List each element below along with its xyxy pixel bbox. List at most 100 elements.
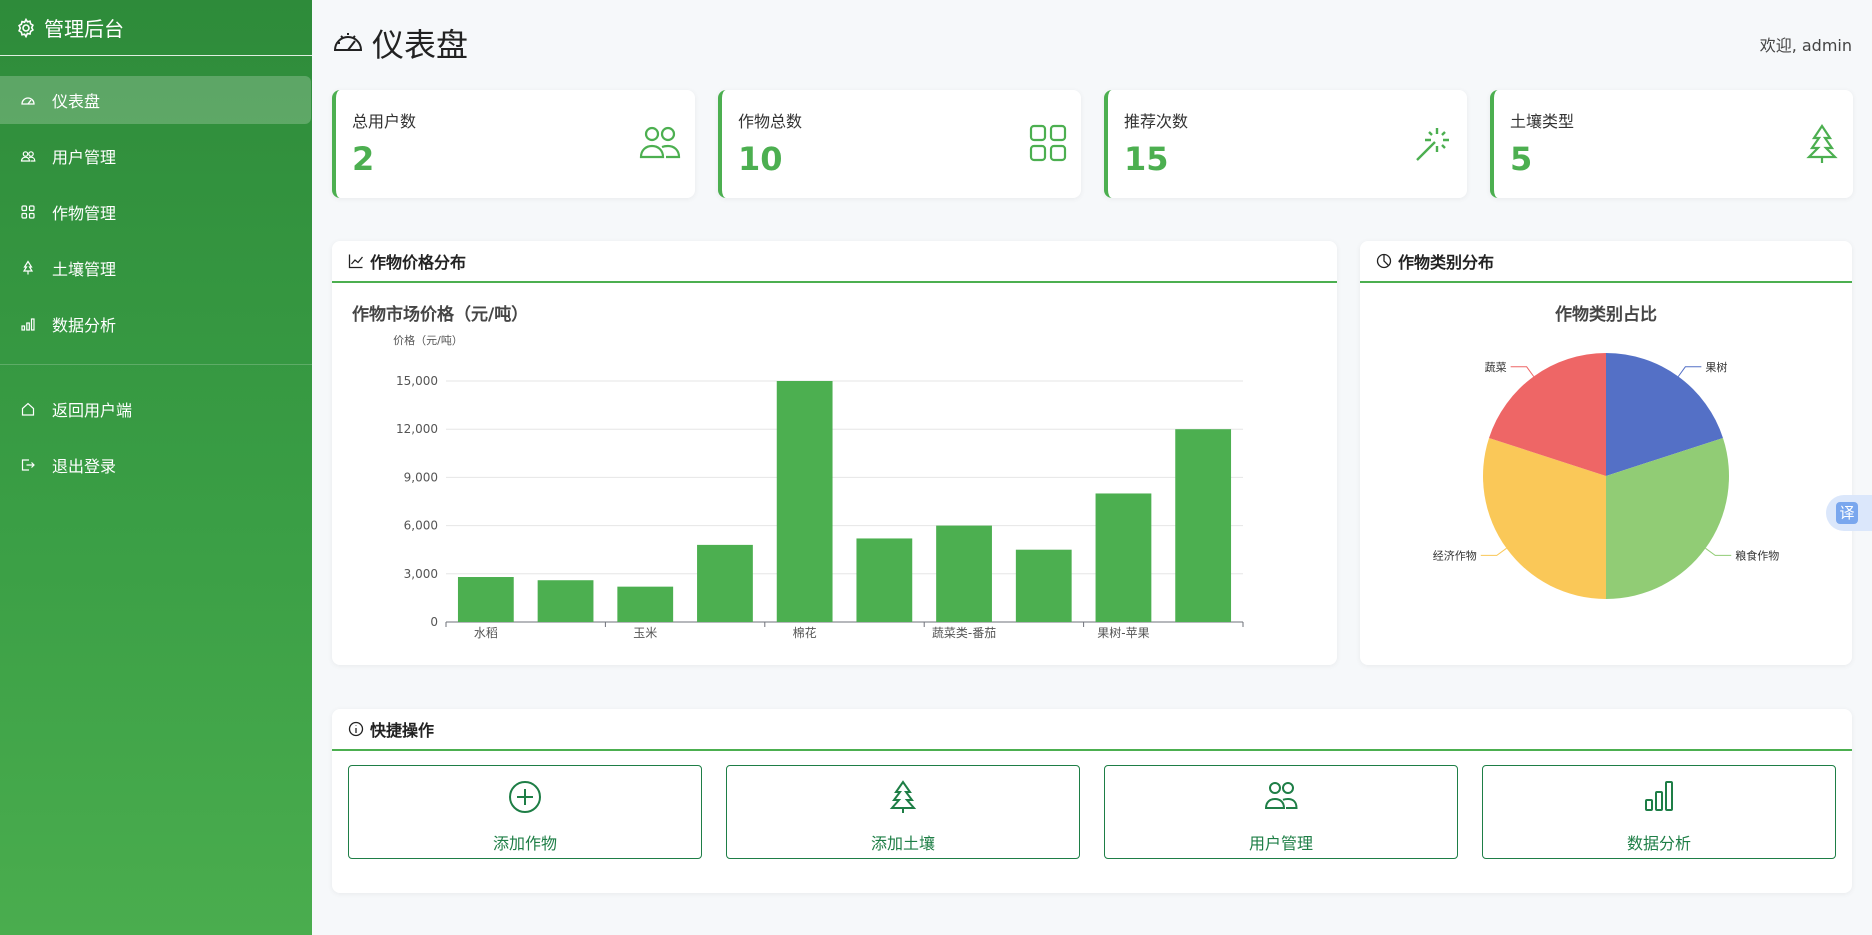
translate-button[interactable]: 译 bbox=[1826, 495, 1872, 531]
chart-title: 作物类别占比 bbox=[1555, 304, 1657, 325]
bar bbox=[537, 580, 594, 622]
stat-value: 5 bbox=[1510, 140, 1533, 178]
panel-title: 作物价格分布 bbox=[370, 253, 467, 272]
pie-label: 粮食作物 bbox=[1735, 548, 1779, 562]
bar bbox=[856, 538, 913, 622]
page-header: 仪表盘 bbox=[332, 20, 468, 66]
bar-chart: 作物市场价格（元/吨） 价格（元/吨） 0 3,000 6,000 9,000 12,000… bbox=[352, 304, 1244, 640]
y-tick-label: 6,000 bbox=[404, 519, 438, 533]
chart-title: 作物市场价格（元/吨） bbox=[352, 304, 528, 325]
x-tick-label: 蔬菜类-番茄 bbox=[932, 626, 996, 640]
sidebar-item-users[interactable]: 用户管理 bbox=[0, 132, 312, 180]
y-tick-label: 15,000 bbox=[396, 374, 438, 388]
page-title: 仪表盘 bbox=[372, 26, 469, 64]
pie-slice bbox=[1483, 437, 1606, 599]
bar bbox=[1095, 493, 1152, 622]
pie-label: 经济作物 bbox=[1433, 548, 1477, 562]
bar bbox=[617, 586, 674, 622]
bar bbox=[697, 544, 753, 622]
stat-card-users: 总用户数 2 bbox=[332, 90, 695, 198]
bar bbox=[457, 577, 514, 622]
pie-label-line bbox=[1480, 547, 1507, 556]
pie-slice bbox=[1606, 353, 1723, 476]
sidebar-item-label: 退出登录 bbox=[52, 457, 117, 476]
grid-icon bbox=[1029, 124, 1067, 166]
stat-label: 推荐次数 bbox=[1124, 112, 1189, 131]
welcome-text: 欢迎, admin bbox=[1759, 36, 1852, 55]
tree-icon bbox=[20, 260, 38, 276]
users-icon bbox=[20, 148, 38, 164]
pie-label: 蔬菜 bbox=[1485, 361, 1507, 374]
panel-header: 作物类别分布 bbox=[1360, 241, 1852, 283]
stat-label: 总用户数 bbox=[352, 112, 417, 131]
button-label: 数据分析 bbox=[1626, 834, 1691, 853]
y-tick-label: 12,000 bbox=[396, 422, 438, 436]
pie-slice bbox=[1489, 353, 1606, 476]
logout-icon bbox=[20, 457, 38, 473]
price-chart-panel: 作物价格分布 作物市场价格（元/吨） 价格（元/吨） 0 3,000 6,000 9,00… bbox=[332, 241, 1337, 665]
y-tick-label: 9,000 bbox=[404, 470, 438, 484]
bar-chart-icon bbox=[1644, 780, 1674, 816]
add-soil-button[interactable]: 添加土壤 bbox=[726, 765, 1080, 859]
y-tick-label: 3,000 bbox=[404, 567, 438, 581]
bar bbox=[1175, 429, 1232, 622]
add-crop-button[interactable]: 添加作物 bbox=[348, 765, 702, 859]
x-tick-label: 玉米 bbox=[633, 626, 657, 640]
sidebar-item-crops[interactable]: 作物管理 bbox=[0, 188, 312, 236]
bar bbox=[776, 381, 833, 622]
sidebar-item-logout[interactable]: 退出登录 bbox=[0, 441, 312, 489]
sidebar-item-analysis[interactable]: 数据分析 bbox=[0, 300, 312, 348]
pie-chart-icon bbox=[1376, 253, 1392, 269]
stat-label: 土壤类型 bbox=[1510, 112, 1575, 131]
x-tick-label: 果树-苹果 bbox=[1097, 625, 1149, 640]
data-analysis-button[interactable]: 数据分析 bbox=[1482, 765, 1836, 859]
sidebar-divider bbox=[0, 364, 312, 365]
button-label: 用户管理 bbox=[1248, 834, 1313, 853]
magic-wand-icon bbox=[1413, 124, 1453, 168]
quick-actions-panel: 快捷操作 添加作物 添加土壤 用户管理 数据分析 bbox=[332, 709, 1852, 893]
sidebar: 管理后台 仪表盘 用户管理 作物管理 土壤管理 bbox=[0, 0, 312, 935]
stat-label: 作物总数 bbox=[738, 112, 803, 131]
stat-card-soil-types: 土壤类型 5 bbox=[1490, 90, 1853, 198]
sidebar-nav: 仪表盘 用户管理 作物管理 土壤管理 数据分析 bbox=[0, 76, 312, 489]
category-chart-panel: 作物类别分布 作物类别占比 果树 粮食作物 经济作物 蔬菜 bbox=[1360, 241, 1852, 665]
panel-title: 快捷操作 bbox=[370, 721, 435, 740]
x-tick-label: 水稻 bbox=[474, 626, 498, 640]
info-icon bbox=[348, 721, 364, 737]
house-icon bbox=[20, 401, 38, 417]
panel-header: 快捷操作 bbox=[332, 709, 1852, 751]
bar bbox=[1015, 549, 1072, 622]
speedometer-icon bbox=[332, 27, 364, 59]
pie-label-line bbox=[1705, 547, 1732, 556]
brand: 管理后台 bbox=[0, 0, 312, 56]
y-tick-label: 0 bbox=[430, 615, 438, 629]
sidebar-item-soil[interactable]: 土壤管理 bbox=[0, 244, 312, 292]
panel-header: 作物价格分布 bbox=[332, 241, 1337, 283]
plus-circle-icon bbox=[508, 780, 542, 818]
x-tick-label: 棉花 bbox=[793, 625, 817, 640]
stat-value: 15 bbox=[1124, 140, 1169, 178]
pie-label-line bbox=[1677, 366, 1702, 377]
pie-slice bbox=[1606, 437, 1729, 599]
sidebar-item-back-to-user[interactable]: 返回用户端 bbox=[0, 385, 312, 433]
users-icon bbox=[639, 124, 681, 164]
sidebar-item-label: 作物管理 bbox=[52, 204, 117, 223]
bar-chart-icon bbox=[20, 316, 38, 332]
line-chart-icon bbox=[348, 253, 364, 269]
sidebar-item-label: 仪表盘 bbox=[52, 92, 101, 111]
speedometer-icon bbox=[20, 92, 38, 108]
tree-icon bbox=[1805, 124, 1839, 168]
brand-title: 管理后台 bbox=[44, 17, 124, 41]
panel-title: 作物类别分布 bbox=[1398, 253, 1495, 272]
grid-icon bbox=[20, 204, 38, 220]
stat-value: 10 bbox=[738, 140, 783, 178]
bar bbox=[936, 525, 992, 622]
sidebar-item-dashboard[interactable]: 仪表盘 bbox=[0, 76, 311, 124]
button-label: 添加作物 bbox=[492, 834, 557, 853]
tree-icon bbox=[889, 780, 917, 818]
button-label: 添加土壤 bbox=[870, 834, 935, 853]
gear-icon bbox=[16, 17, 36, 38]
user-management-button[interactable]: 用户管理 bbox=[1104, 765, 1458, 859]
sidebar-item-label: 土壤管理 bbox=[52, 260, 117, 279]
stat-card-recommendations: 推荐次数 15 bbox=[1104, 90, 1467, 198]
